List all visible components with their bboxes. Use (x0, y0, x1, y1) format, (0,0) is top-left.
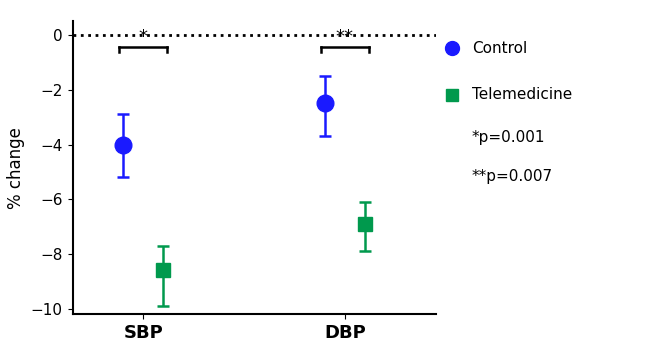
Text: Telemedicine: Telemedicine (472, 87, 572, 102)
Text: Control: Control (472, 41, 527, 56)
Text: **p=0.007: **p=0.007 (472, 169, 553, 184)
Text: *p=0.001: *p=0.001 (472, 130, 545, 145)
Text: **: ** (336, 28, 354, 46)
Text: *: * (139, 28, 148, 46)
Y-axis label: % change: % change (7, 127, 25, 209)
